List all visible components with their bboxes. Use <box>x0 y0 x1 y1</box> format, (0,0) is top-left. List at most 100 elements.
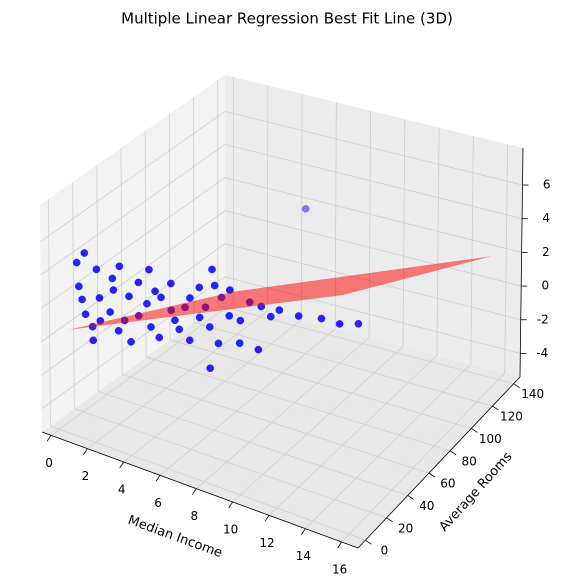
axis-line <box>357 376 521 549</box>
point <box>317 314 326 323</box>
point <box>109 286 118 294</box>
point <box>115 262 124 271</box>
z-tick-label: 4 <box>542 211 550 225</box>
grid-line <box>268 355 438 516</box>
grid-line <box>169 339 472 429</box>
y-tick-label: 20 <box>398 521 413 535</box>
y-tick <box>407 495 414 500</box>
point <box>354 319 363 328</box>
y-tick-label: 140 <box>521 387 544 401</box>
x-tick-label: 12 <box>259 536 274 550</box>
grid-line <box>40 144 226 276</box>
z-tick-label: -4 <box>536 346 548 360</box>
x-tick-label: 4 <box>118 483 126 497</box>
x-tick <box>46 435 52 442</box>
grid-line <box>123 319 302 463</box>
x-tick <box>119 461 125 469</box>
grid-line <box>50 425 366 541</box>
axis-line <box>519 147 524 378</box>
grid-line <box>305 363 472 529</box>
point <box>175 325 184 334</box>
point <box>185 336 194 345</box>
y-tick <box>428 472 436 478</box>
y-tick-label: 60 <box>440 477 455 491</box>
grid-line <box>224 177 522 253</box>
point <box>106 308 114 316</box>
surface <box>68 256 492 330</box>
grid-line <box>504 144 508 374</box>
point <box>81 310 90 319</box>
grid-line <box>224 144 523 220</box>
point <box>80 249 89 257</box>
grid-line <box>168 114 171 340</box>
y-tick <box>492 405 499 411</box>
point <box>127 337 135 346</box>
grid-line <box>98 391 408 496</box>
point <box>195 283 204 292</box>
y-tick <box>386 517 393 523</box>
point <box>186 294 194 302</box>
z-tick-label: 6 <box>543 178 551 192</box>
grid-line <box>87 310 268 449</box>
point <box>301 204 310 213</box>
point <box>151 287 159 296</box>
grid-line <box>402 119 406 347</box>
point <box>145 265 153 274</box>
x-tick-label: 2 <box>82 469 90 483</box>
grid-line <box>436 127 440 356</box>
x-tick <box>228 501 234 509</box>
chart-title: Multiple Linear Regression Best Fit Line… <box>121 10 453 28</box>
grid-line <box>74 408 387 519</box>
grid-line <box>470 135 474 365</box>
x-tick <box>83 448 88 455</box>
point <box>143 299 151 308</box>
point <box>78 295 86 304</box>
point <box>236 316 245 325</box>
x-tick-label: 6 <box>154 496 162 510</box>
point <box>95 294 104 302</box>
grid-line <box>40 177 226 309</box>
point <box>254 345 263 354</box>
grid-line <box>232 346 404 503</box>
grid-line <box>193 322 493 407</box>
z-tick-label: 2 <box>542 245 550 259</box>
grid-line <box>341 372 506 543</box>
x-tick <box>192 488 197 495</box>
point <box>155 333 164 342</box>
point <box>89 336 98 345</box>
point <box>266 312 275 321</box>
point <box>208 265 216 274</box>
point <box>167 279 175 288</box>
x-tick <box>301 528 306 535</box>
grid-line <box>40 210 226 343</box>
y-tick-label: 40 <box>419 499 434 513</box>
y-tick <box>365 539 372 545</box>
z-tick-label: -2 <box>537 312 549 326</box>
point <box>72 258 81 267</box>
y-tick <box>513 383 520 389</box>
y-tick <box>471 428 478 433</box>
y-tick-label: 120 <box>500 410 523 424</box>
point <box>114 326 123 335</box>
point <box>195 313 204 322</box>
x-tick-label: 14 <box>296 549 311 563</box>
point <box>134 278 143 287</box>
grid <box>40 77 523 543</box>
point <box>225 312 234 320</box>
x-tick-label: 8 <box>191 509 199 523</box>
grid-line <box>224 210 522 287</box>
point <box>210 281 219 290</box>
grid-line <box>50 301 234 436</box>
z-tick-label: 0 <box>542 279 550 293</box>
y-tick-label: 80 <box>461 454 476 468</box>
grid-line <box>217 304 514 385</box>
point <box>275 306 284 314</box>
x-tick-label: 10 <box>223 523 238 537</box>
y-tick-label: 100 <box>479 432 502 446</box>
grid-line <box>159 328 336 476</box>
grid-line <box>40 111 226 243</box>
grid-line <box>122 373 430 474</box>
x-tick-label: 0 <box>45 456 53 470</box>
